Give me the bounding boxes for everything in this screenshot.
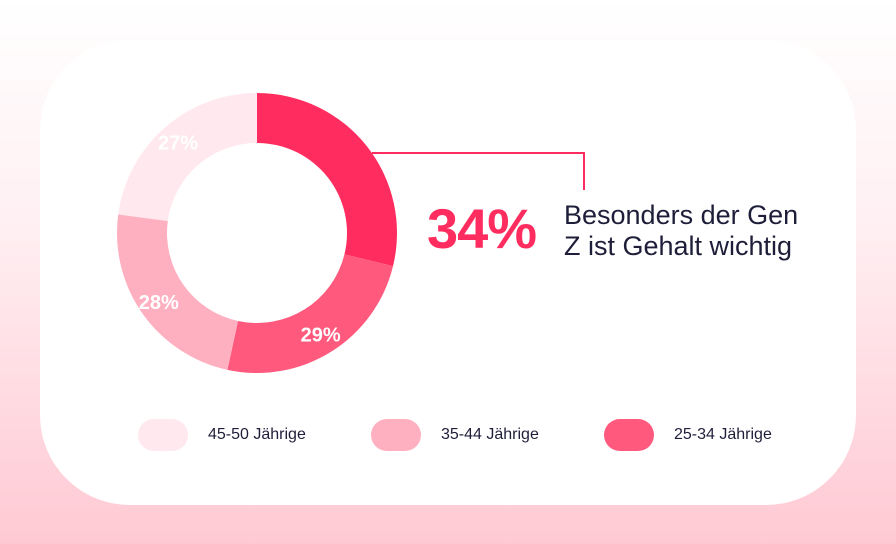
callout-line — [372, 152, 585, 190]
highlight-text: Besonders der Gen Z ist Gehalt wichtig — [564, 200, 799, 261]
legend-label: 25-34 Jährige — [674, 426, 772, 443]
slice-label: 28% — [139, 292, 179, 314]
donut-slice — [116, 214, 238, 370]
highlight-value: 34% — [427, 197, 537, 260]
slice-label: 27% — [158, 133, 198, 155]
legend-label: 45-50 Jährige — [208, 426, 306, 443]
donut-slice — [257, 93, 397, 267]
legend-item: 45-50 Jährige — [138, 419, 306, 451]
legend-swatch — [371, 419, 421, 451]
legend-item: 25-34 Jährige — [604, 419, 772, 451]
donut-slice — [118, 92, 257, 222]
legend-swatch — [604, 419, 654, 451]
slice-label: 29% — [301, 325, 341, 347]
legend-item: 35-44 Jährige — [371, 419, 539, 451]
legend-swatch — [138, 419, 188, 451]
donut-slice — [227, 254, 394, 373]
legend-label: 35-44 Jährige — [441, 426, 539, 443]
